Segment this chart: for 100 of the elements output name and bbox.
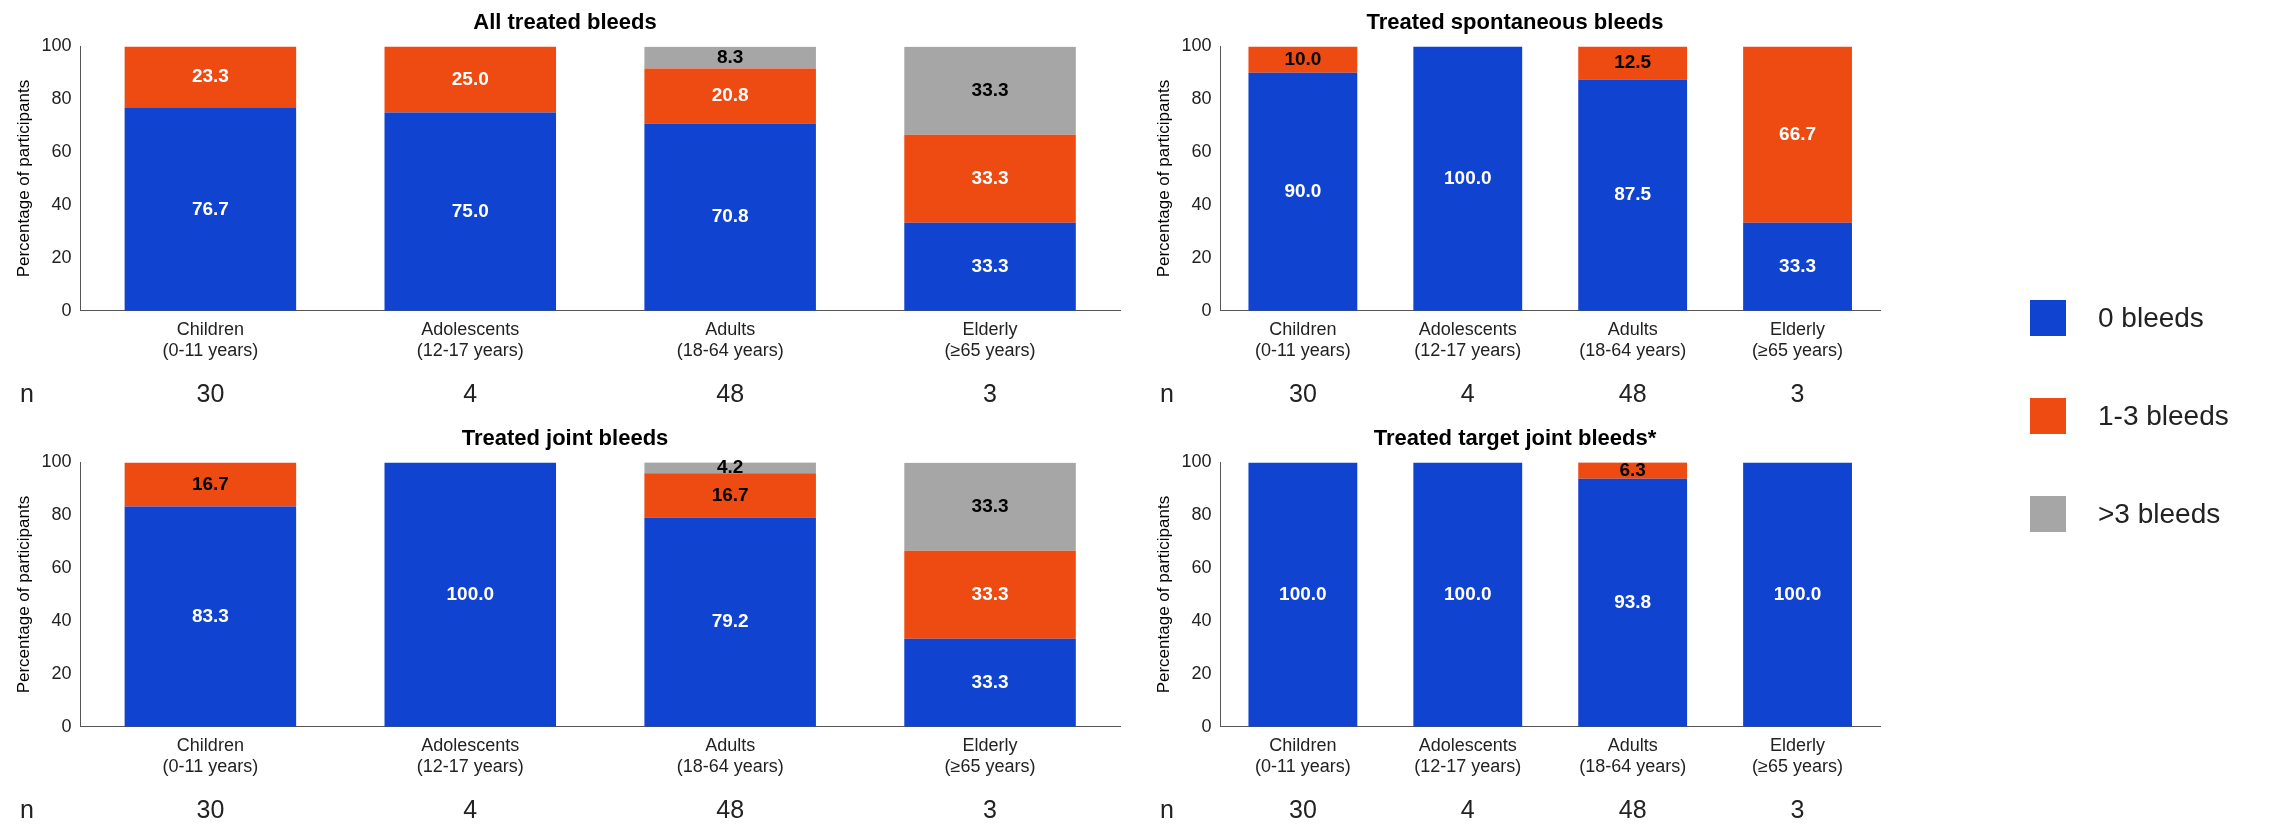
x-tick-label: Adults (18-64 years) — [676, 318, 784, 361]
y-axis-title: Percentage of participants — [1153, 79, 1173, 278]
data-label: 33.3 — [971, 671, 1009, 693]
text: 4 — [463, 379, 478, 407]
data-label: 90.0 — [1284, 180, 1322, 202]
text: 30 — [196, 379, 225, 407]
y-tick-label: 80 — [1191, 88, 1212, 109]
data-label: 100.0 — [1279, 582, 1327, 604]
x-tick-label: Children (0-11 years) — [1255, 734, 1351, 777]
bar — [1248, 462, 1358, 727]
bar — [644, 473, 816, 518]
y-tick-label: 100 — [1181, 35, 1212, 56]
data-label: 100.0 — [1444, 582, 1492, 604]
text: 4 — [1460, 795, 1475, 823]
x-tick-label: Elderly (≥65 years) — [944, 318, 1036, 361]
data-label: 20.8 — [711, 84, 749, 106]
y-tick-label: 40 — [51, 194, 72, 215]
y-tick-label: 100 — [1181, 451, 1212, 472]
bar — [1578, 79, 1688, 311]
text: 48 — [716, 379, 745, 407]
text: n — [1160, 795, 1174, 823]
x-tick-label: Elderly (≥65 years) — [1752, 318, 1844, 361]
data-label: 33.3 — [1779, 255, 1817, 277]
data-label: 16.7 — [711, 483, 749, 505]
text: 3 — [1790, 379, 1805, 407]
text: 30 — [196, 795, 225, 823]
x-tick-label: Adolescents (12-17 years) — [416, 734, 524, 777]
text: 4 — [463, 795, 478, 823]
y-tick-label: 0 — [1201, 715, 1212, 736]
bar — [1578, 478, 1688, 727]
legend-label: >3 bleeds — [2098, 498, 2221, 530]
data-label: 6.3 — [1619, 458, 1646, 480]
data-label: 23.3 — [191, 65, 229, 87]
data-label: 83.3 — [191, 604, 229, 626]
y-tick-label: 40 — [1191, 610, 1212, 631]
x-tick-label: Children (0-11 years) — [162, 734, 259, 777]
y-tick-label: 20 — [51, 662, 72, 683]
x-tick-label: Children (0-11 years) — [1255, 318, 1351, 361]
bar — [1413, 46, 1523, 311]
bar — [124, 108, 297, 311]
bar — [644, 46, 816, 69]
data-label: 66.7 — [1779, 122, 1817, 144]
y-tick-label: 0 — [61, 715, 72, 736]
x-tick-label: Adults (18-64 years) — [1579, 318, 1687, 361]
chart-title: Treated joint bleeds — [461, 425, 669, 451]
y-tick-label: 80 — [51, 504, 72, 525]
data-label: 10.0 — [1284, 47, 1322, 69]
bar — [1248, 72, 1358, 311]
data-label: 100.0 — [1444, 166, 1492, 188]
text: 48 — [1618, 795, 1647, 823]
data-label: 33.3 — [971, 78, 1009, 100]
y-axis-title: Percentage of participants — [13, 79, 33, 278]
data-label: 33.3 — [971, 494, 1009, 516]
y-tick-label: 60 — [1191, 557, 1212, 578]
y-axis-title: Percentage of participants — [1153, 495, 1173, 694]
y-tick-label: 0 — [1201, 299, 1212, 320]
text: 4 — [1460, 379, 1475, 407]
bar — [904, 134, 1076, 223]
chart-title: All treated bleeds — [473, 9, 657, 35]
bar — [904, 638, 1076, 727]
chart-title: Treated target joint bleeds* — [1373, 425, 1657, 451]
x-tick-label: Adolescents (12-17 years) — [1414, 734, 1522, 777]
bar — [384, 46, 557, 113]
text: n — [1160, 379, 1174, 407]
y-tick-label: 40 — [51, 610, 72, 631]
bar — [124, 506, 297, 727]
bar — [384, 462, 557, 727]
text: 30 — [1288, 379, 1317, 407]
bar — [904, 46, 1076, 135]
bar — [644, 123, 816, 311]
x-tick-label: Elderly (≥65 years) — [944, 734, 1036, 777]
text: n — [20, 379, 34, 407]
bar — [1743, 462, 1852, 727]
bar — [644, 517, 816, 727]
data-label: 70.8 — [711, 205, 749, 227]
text: 3 — [983, 379, 998, 407]
bar — [904, 462, 1076, 551]
data-label: 79.2 — [711, 610, 749, 632]
y-tick-label: 100 — [41, 451, 72, 472]
x-tick-label: Adults (18-64 years) — [1579, 734, 1687, 777]
bar — [1743, 46, 1852, 223]
bar — [644, 68, 816, 124]
y-tick-label: 80 — [51, 88, 72, 109]
y-tick-label: 60 — [51, 557, 72, 578]
text: 3 — [983, 795, 998, 823]
data-label: 100.0 — [1773, 582, 1822, 604]
text: 48 — [1618, 379, 1647, 407]
x-tick-label: Children (0-11 years) — [162, 318, 259, 361]
chart-title: Treated spontaneous bleeds — [1366, 9, 1664, 35]
bar — [1578, 46, 1688, 80]
data-label: 4.2 — [716, 455, 744, 477]
data-label: 8.3 — [716, 45, 744, 67]
text: 30 — [1288, 795, 1317, 823]
y-tick-label: 60 — [51, 141, 72, 162]
legend-label: 0 bleeds — [2098, 302, 2204, 334]
y-tick-label: 20 — [1191, 246, 1212, 267]
y-tick-label: 20 — [51, 246, 72, 267]
x-tick-label: Adolescents (12-17 years) — [416, 318, 524, 361]
data-label: 33.3 — [971, 255, 1009, 277]
y-tick-label: 100 — [41, 35, 72, 56]
